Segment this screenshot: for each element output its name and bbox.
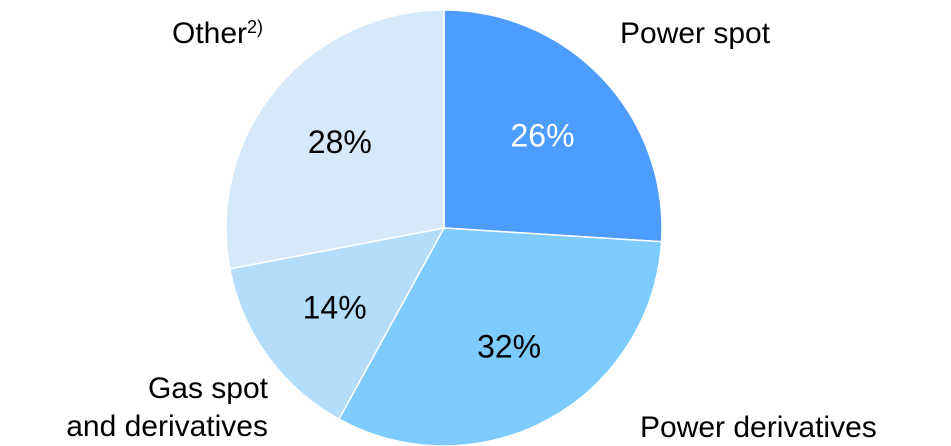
category-label-other: Other2) [172, 17, 263, 50]
slice-percentage-label: 28% [308, 124, 372, 160]
pie-slice-power-derivatives [337, 227, 663, 446]
pie-slices [225, 9, 663, 446]
category-label-power-spot: Power spot [620, 17, 771, 50]
pie-slice-power-spot [443, 9, 663, 243]
pie-slice-other [225, 9, 445, 270]
slice-percentage-label: 14% [303, 289, 367, 325]
category-label-power-derivatives: Power derivatives [640, 411, 877, 444]
slice-percentage-label: 26% [511, 117, 575, 153]
category-label-other-text: Other [172, 17, 247, 50]
category-label-gas-line-2: and derivatives [66, 410, 268, 443]
category-label-gas-line-1: Gas spot [148, 372, 269, 405]
pie-slice-gas-spot-and-derivatives [228, 226, 446, 421]
category-label-other-footnote: 2) [247, 17, 263, 37]
percentage-labels: 26% 32% 14% 28% [303, 117, 575, 364]
slice-percentage-label: 32% [477, 328, 541, 364]
